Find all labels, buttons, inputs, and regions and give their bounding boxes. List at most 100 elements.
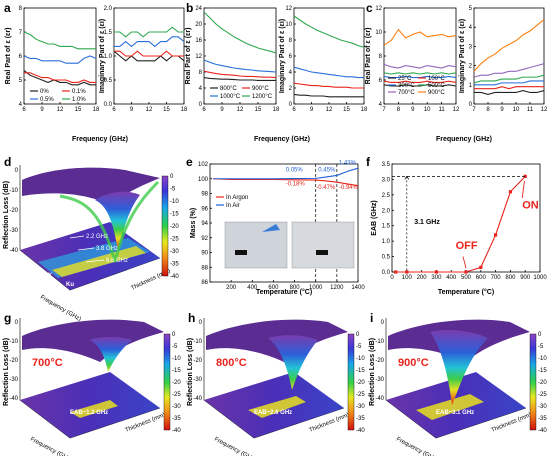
plot-frame	[391, 163, 541, 273]
x-tick-label: 6	[202, 107, 206, 113]
y-tick-label: 2.0	[382, 208, 391, 214]
series-line-2	[203, 59, 277, 73]
y-tick-label: 2.0	[104, 6, 113, 12]
annotation-red: -0.94%	[339, 185, 359, 191]
panel-letter-i: i	[370, 311, 373, 325]
series-line-5	[473, 19, 545, 72]
z-tick-label: -20	[193, 358, 202, 364]
x-tick-label: 11	[527, 107, 534, 113]
series-line-1	[24, 72, 96, 83]
y-tick-label: 3.0	[382, 177, 391, 183]
colorbar-tick-label: -15	[170, 212, 179, 218]
series-line-3	[23, 31, 96, 50]
panel-letter-d: d	[4, 155, 11, 169]
chart-f-eab: 0 100 200 300 400 500 600 700 800 900 10000.00.51.…	[382, 162, 548, 281]
axis-label-e-y: Mass (%)	[190, 208, 197, 238]
series-line-1	[383, 80, 457, 83]
legend-label: 1.0%	[72, 97, 86, 103]
colorbar-tick-label: 0	[170, 174, 174, 180]
annotation-eab: 6.6 GHz	[106, 258, 128, 264]
band-label-ku: Ku	[66, 282, 74, 288]
x-tick-label: 10	[424, 107, 431, 113]
y-tick-label: 102	[198, 162, 209, 168]
axis-label-d-x: Frequency (GHz)	[39, 295, 82, 323]
y-tick-label: 3	[469, 44, 473, 50]
colorbar-tick-label: -35	[172, 416, 181, 422]
axis-label-c-yr: Imaginary Part of ε (εi)	[459, 19, 466, 93]
colorbar-tick-label: -5	[356, 344, 362, 350]
y-tick-label: 10	[285, 22, 292, 28]
colorbar-tick-label: -25	[356, 392, 365, 398]
series-line-3	[383, 72, 457, 75]
colorbar-tick-label: -10	[170, 199, 179, 205]
x-tick-label: 18	[93, 107, 100, 113]
y-tick-label: 8	[289, 38, 293, 44]
annotation-arrow	[85, 259, 105, 263]
x-tick-label: 9	[220, 107, 224, 113]
eab-label: EAB~3.1 GHz	[436, 410, 474, 416]
panel-i-surface: 0 -10 -20 -30 -40 900°C EAB~3.1 GHz Reflection …	[369, 318, 532, 456]
temperature-label: 900°C	[398, 357, 429, 369]
axis-label-a-x: Frequency (GHz)	[72, 136, 128, 143]
series-line-1	[474, 86, 544, 90]
colorbar-gradient	[163, 333, 171, 431]
x-tick-label: 18	[273, 107, 280, 113]
data-point	[464, 270, 468, 274]
y-tick-label: 0.0	[104, 102, 113, 108]
x-tick-label: 9	[500, 107, 504, 113]
x-tick-label: 15	[255, 107, 262, 113]
x-tick-label: 300	[431, 275, 442, 281]
y-tick-label: 1.0	[104, 54, 113, 60]
x-tick-label: 800	[290, 285, 301, 291]
x-tick-label: 400	[446, 275, 457, 281]
z-tick-label: 0	[15, 168, 19, 174]
chart-e-tga: 200 400 600 800 1000 1200 1400 86 88 90 92 94 96 98 10…	[198, 161, 365, 291]
legend-label: 1200°C	[252, 94, 273, 100]
colorbar-tick-label: -25	[538, 392, 547, 398]
legend-e-tga: In Argon In Air	[216, 195, 248, 209]
axis-label-d-z: Reflection Loss (dB)	[3, 181, 10, 249]
x-tick-label: 6	[22, 107, 26, 113]
colorbar-tick-label: -35	[170, 262, 179, 268]
legend-label: 0.5%	[40, 97, 54, 103]
colorbar-tick-label: -30	[356, 404, 365, 410]
y-tick-label: 6	[289, 54, 293, 60]
axis-label-x: Frequency (GHz)	[29, 436, 72, 456]
y-tick-label: 2.5	[382, 193, 391, 199]
z-tick-label: -40	[9, 248, 18, 254]
y-tick-label: 8	[199, 70, 203, 76]
sample-block-2	[316, 250, 328, 255]
temperature-label: 700°C	[32, 357, 63, 369]
y-tick-label: 8	[19, 6, 23, 12]
colorbar-tick-label: -15	[538, 368, 547, 374]
y-tick-label: 3.5	[382, 162, 391, 168]
z-tick-label: -30	[9, 228, 18, 234]
colorbar-tick-label: -35	[356, 416, 365, 422]
z-tick-label: -20	[9, 208, 18, 214]
legend-label: 900°C	[428, 90, 445, 96]
x-tick-label: 15	[163, 107, 170, 113]
y-tick-label: 5	[19, 78, 23, 84]
eab-band	[416, 394, 484, 420]
colorbar-tick-label: -40	[356, 428, 365, 434]
z-tick-label: -30	[375, 377, 384, 383]
x-tick-label: 700	[491, 275, 502, 281]
annotation-eab: 3.8 GHz	[96, 246, 118, 252]
axis-label-z: Reflection Loss (dB)	[369, 338, 376, 406]
z-tick-label: -10	[375, 339, 384, 345]
colorbar-gradient	[347, 333, 355, 431]
axis-label-c-yl: Real Part of ε (εr)	[365, 28, 372, 85]
x-tick-label: 15	[75, 107, 82, 113]
series-line-3	[293, 15, 365, 48]
y-tick-label: 16	[195, 38, 202, 44]
colorbar-gradient	[161, 175, 169, 277]
legend-b-real: 800°C 900°C 1000°C 1200°C	[210, 86, 273, 100]
axis-label-a-yr: Imaginary Part of ε (εi)	[99, 19, 106, 93]
series-line-1	[203, 70, 277, 79]
surface-dip	[268, 335, 318, 390]
data-point	[508, 190, 512, 194]
surface-ridge	[59, 180, 160, 263]
series-line-0	[395, 175, 526, 273]
colorbar-tick-label: 0	[538, 332, 542, 338]
series-line-2	[474, 80, 544, 86]
